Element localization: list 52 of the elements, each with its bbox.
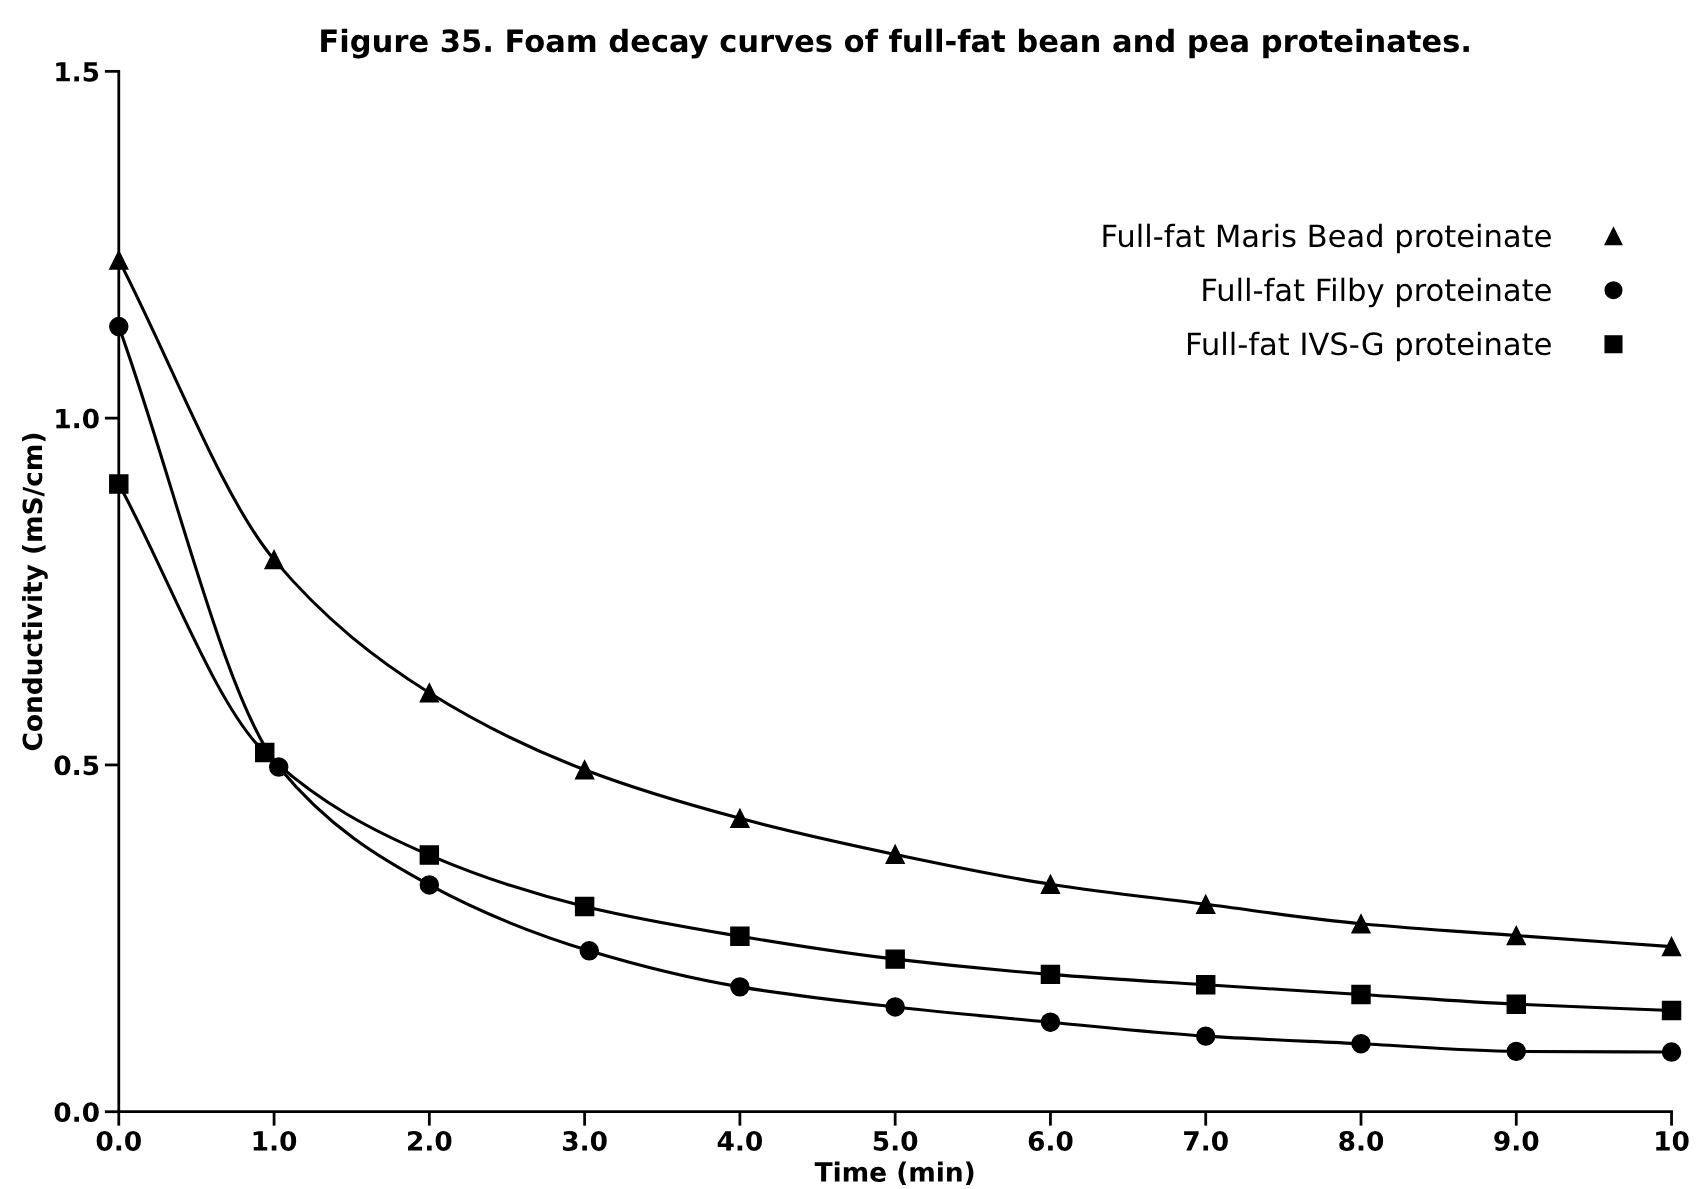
y-axis-title: Conductivity (mS/cm) <box>21 433 48 751</box>
point <box>885 949 905 969</box>
point <box>885 844 905 865</box>
point <box>1661 1042 1682 1062</box>
point <box>1661 936 1682 957</box>
point <box>1195 894 1216 915</box>
chart-title: Figure 35. Foam decay curves of full-fat bean and pea proteinates. <box>321 28 1469 59</box>
point <box>1351 984 1371 1005</box>
legend-label: Full-fat Filby proteinate <box>1203 277 1551 308</box>
point <box>730 808 750 829</box>
point <box>269 757 289 777</box>
y-tick-label: 1.0 <box>56 408 99 429</box>
point <box>1506 994 1526 1014</box>
point <box>1195 975 1216 995</box>
y-tick-label: 0.5 <box>54 755 99 776</box>
point <box>574 896 595 917</box>
point <box>574 760 595 780</box>
point <box>1351 914 1371 934</box>
y-tick-label: 0.0 <box>54 1102 99 1123</box>
point <box>419 845 440 865</box>
point <box>1040 964 1061 985</box>
x-tick-label: 6.0 <box>1028 1130 1073 1151</box>
x-tick-label: 4.0 <box>717 1130 762 1151</box>
point <box>885 997 905 1017</box>
x-tick-label: 2.0 <box>408 1130 452 1151</box>
point <box>579 941 599 961</box>
x-tick-label: 5.0 <box>873 1130 918 1151</box>
point <box>1195 1026 1216 1046</box>
x-axis-title: Time (min) <box>814 1161 974 1186</box>
point <box>1506 1041 1526 1062</box>
x-tick-label: 3.0 <box>563 1130 607 1151</box>
point <box>730 926 750 946</box>
point <box>109 474 129 494</box>
point <box>419 683 440 703</box>
x-tick-label: 9.0 <box>1494 1130 1539 1151</box>
x-tick-label: 8.0 <box>1339 1130 1384 1151</box>
point <box>1506 925 1526 946</box>
x-tick-label: 0.0 <box>96 1130 141 1151</box>
legend-label: Full-fat Maris Bead proteinate <box>1103 223 1551 254</box>
x-tick-label: 10 <box>1656 1130 1689 1151</box>
point <box>1351 1034 1371 1054</box>
x-tick-label: 7.0 <box>1184 1130 1228 1151</box>
legend-label: Full-fat IVS-G proteinate <box>1188 331 1551 362</box>
point <box>730 977 750 997</box>
y-tick-label: 1.5 <box>56 62 99 82</box>
point <box>1661 1000 1682 1021</box>
point <box>264 549 284 570</box>
point <box>1040 1012 1061 1032</box>
point <box>255 742 275 763</box>
x-tick-label: 1.0 <box>253 1130 297 1151</box>
point <box>419 875 440 895</box>
point <box>1040 874 1061 894</box>
